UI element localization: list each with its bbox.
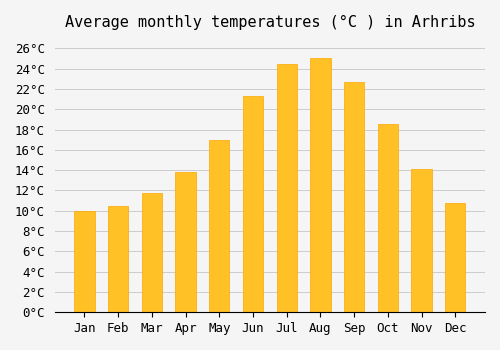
Bar	[445, 203, 466, 312]
Bar	[276, 63, 297, 312]
Bar	[209, 140, 230, 312]
Bar	[176, 172, 196, 312]
Bar	[142, 194, 162, 312]
Bar	[378, 125, 398, 312]
Title: Average monthly temperatures (°C ) in Arhribs: Average monthly temperatures (°C ) in Ar…	[64, 15, 475, 30]
Bar	[412, 169, 432, 312]
Bar	[344, 82, 364, 312]
Bar	[243, 96, 263, 312]
Bar	[310, 58, 330, 312]
Bar	[74, 211, 94, 312]
Bar	[108, 206, 128, 312]
